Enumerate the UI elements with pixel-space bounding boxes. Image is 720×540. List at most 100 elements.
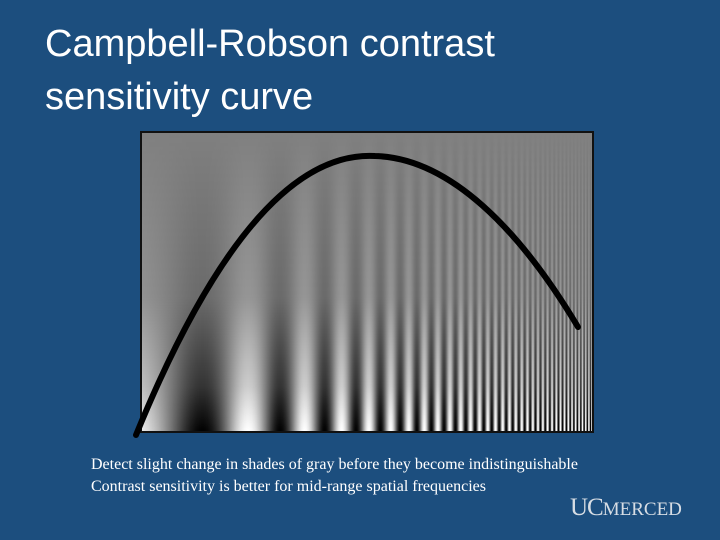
stripe — [158, 133, 160, 431]
stripe — [170, 133, 172, 431]
stripe — [426, 133, 428, 431]
stripe — [459, 133, 461, 431]
stripe — [330, 133, 332, 431]
stripe — [521, 133, 523, 431]
stripe — [363, 133, 365, 431]
stripe — [336, 133, 338, 431]
stripe — [289, 133, 291, 431]
stripe — [232, 133, 234, 431]
stripe — [480, 133, 482, 431]
stripe — [152, 133, 154, 431]
stripe — [286, 133, 288, 431]
stripe — [281, 133, 283, 431]
stripe — [282, 133, 284, 431]
stripe — [191, 133, 193, 431]
stripe — [440, 133, 442, 431]
stripe — [499, 133, 501, 431]
stripe — [518, 133, 520, 431]
stripe — [219, 133, 221, 431]
stripe — [484, 133, 486, 431]
stripe — [341, 133, 343, 431]
stripe — [321, 133, 323, 431]
stripe — [280, 133, 282, 431]
stripe — [587, 133, 589, 431]
stripe — [527, 133, 529, 431]
stripe — [326, 133, 328, 431]
stripe — [267, 133, 269, 431]
stripe — [463, 133, 465, 431]
stripe — [535, 133, 537, 431]
stripe — [541, 133, 543, 431]
stripe — [198, 133, 200, 431]
stripe — [305, 133, 307, 431]
stripe — [534, 133, 536, 431]
stripe — [243, 133, 245, 431]
stripe — [449, 133, 451, 431]
stripe — [228, 133, 230, 431]
stripe — [328, 133, 330, 431]
stripe — [583, 133, 585, 431]
stripe — [424, 133, 426, 431]
stripe — [362, 133, 364, 431]
stripe — [460, 133, 462, 431]
stripe — [348, 133, 350, 431]
stripe — [376, 133, 378, 431]
stripe — [577, 133, 579, 431]
stripe — [588, 133, 590, 431]
stripe — [448, 133, 450, 431]
stripe — [160, 133, 162, 431]
stripe — [272, 133, 274, 431]
stripe — [454, 133, 456, 431]
stripe — [248, 133, 250, 431]
stripe — [157, 133, 159, 431]
stripe — [163, 133, 165, 431]
stripe — [444, 133, 446, 431]
stripe — [372, 133, 374, 431]
stripe — [566, 133, 568, 431]
stripe — [466, 133, 468, 431]
stripe — [532, 133, 534, 431]
stripe — [529, 133, 531, 431]
stripe — [245, 133, 247, 431]
stripe — [559, 133, 561, 431]
stripe — [585, 133, 587, 431]
stripe — [269, 133, 271, 431]
stripe — [431, 133, 433, 431]
stripe — [590, 133, 592, 431]
stripe — [231, 133, 233, 431]
stripe — [511, 133, 513, 431]
stripe — [536, 133, 538, 431]
stripe — [515, 133, 517, 431]
stripe — [299, 133, 301, 431]
stripe — [404, 133, 406, 431]
stripe — [155, 133, 157, 431]
stripe — [509, 133, 511, 431]
stripe — [288, 133, 290, 431]
stripe — [433, 133, 435, 431]
stripe — [285, 133, 287, 431]
stripe — [319, 133, 321, 431]
stripe — [350, 133, 352, 431]
stripe — [184, 133, 186, 431]
stripe — [354, 133, 356, 431]
stripe — [261, 133, 263, 431]
stripe — [414, 133, 416, 431]
stripe — [351, 133, 353, 431]
stripe — [401, 133, 403, 431]
stripe — [159, 133, 161, 431]
stripe — [395, 133, 397, 431]
stripe — [278, 133, 280, 431]
stripe — [482, 133, 484, 431]
stripe — [358, 133, 360, 431]
stripe — [397, 133, 399, 431]
stripe — [451, 133, 453, 431]
stripe — [501, 133, 503, 431]
stripe — [292, 133, 294, 431]
stripe — [528, 133, 530, 431]
stripe — [522, 133, 524, 431]
stripe — [544, 133, 546, 431]
stripe — [576, 133, 578, 431]
stripe — [366, 133, 368, 431]
stripe — [167, 133, 169, 431]
stripe — [146, 133, 148, 431]
